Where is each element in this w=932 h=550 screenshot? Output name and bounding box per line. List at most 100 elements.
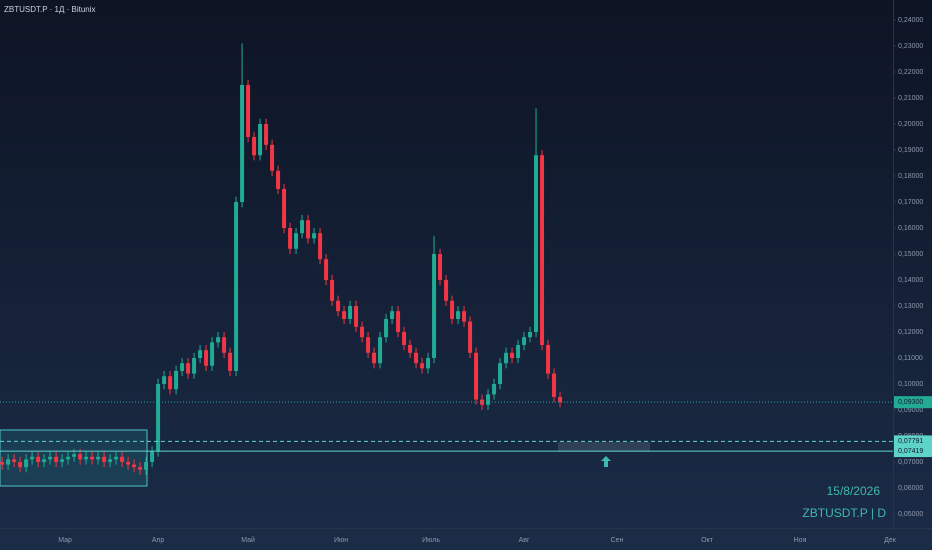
- candle-body: [180, 363, 185, 371]
- price-label: 0,09300: [898, 399, 923, 406]
- x-tick-label: Июн: [334, 537, 348, 544]
- candle-body: [408, 344, 413, 353]
- candle-body: [528, 331, 533, 338]
- candle-body: [402, 331, 407, 345]
- candle-body: [390, 311, 395, 319]
- candle-body: [378, 337, 383, 364]
- y-tick-label: 0,21000: [898, 95, 923, 102]
- candle-body: [138, 467, 143, 470]
- candle-body: [270, 144, 275, 171]
- candle-body: [420, 363, 425, 369]
- candle-body: [444, 279, 449, 301]
- candle-body: [498, 363, 503, 384]
- candle-body: [456, 311, 461, 319]
- y-tick-label: 0,17000: [898, 199, 923, 206]
- candle-body: [384, 318, 389, 338]
- candle-body: [522, 337, 527, 345]
- candle-body: [234, 201, 239, 371]
- arrow-up: [601, 456, 611, 467]
- x-tick-label: Апр: [152, 537, 164, 544]
- candle-body: [432, 253, 437, 358]
- candle-body: [396, 311, 401, 332]
- candle-body: [102, 456, 107, 462]
- y-tick-label: 0,20000: [898, 121, 923, 128]
- date-annotation: 15/8/2026: [827, 484, 881, 498]
- candle-body: [324, 259, 329, 280]
- candle-body: [534, 155, 539, 332]
- candle-body: [426, 357, 431, 369]
- candle-body: [186, 363, 191, 374]
- candle-body: [246, 85, 251, 138]
- candle-body: [288, 227, 293, 249]
- candle-body: [222, 337, 227, 353]
- candle-body: [108, 459, 113, 462]
- zone-box: [558, 442, 650, 452]
- candle-body: [360, 326, 365, 338]
- candle-body: [216, 337, 221, 343]
- candle-body: [510, 352, 515, 358]
- y-tick-label: 0,16000: [898, 225, 923, 232]
- x-tick-label: Окт: [701, 537, 714, 544]
- candle-body: [210, 342, 215, 366]
- candle-body: [372, 352, 377, 364]
- y-tick-label: 0,12000: [898, 329, 923, 336]
- candle-body: [12, 459, 17, 462]
- y-tick-label: 0,10000: [898, 381, 923, 388]
- price-label-box: [894, 435, 932, 448]
- x-tick-label: Ноя: [794, 537, 807, 544]
- y-tick-label: 0,18000: [898, 173, 923, 180]
- candle-body: [168, 376, 173, 390]
- candle-body: [348, 305, 353, 319]
- candle-body: [282, 188, 287, 228]
- candle-body: [354, 305, 359, 327]
- y-tick-label: 0,07000: [898, 459, 923, 466]
- y-tick-label: 0,11000: [898, 355, 923, 362]
- candle-body: [474, 352, 479, 400]
- candle-body: [342, 311, 347, 319]
- x-tick-label: Май: [241, 536, 255, 544]
- candle-body: [336, 300, 341, 312]
- candle-body: [300, 220, 305, 234]
- candle-body: [96, 456, 101, 460]
- candle-body: [204, 350, 209, 366]
- candle-body: [6, 459, 11, 465]
- candle-body: [366, 337, 371, 353]
- x-tick-label: Мар: [58, 537, 72, 544]
- x-tick-label: Июль: [422, 537, 440, 544]
- candle-body: [546, 344, 551, 374]
- candle-body: [240, 85, 245, 202]
- candle-body: [78, 454, 83, 460]
- y-tick-label: 0,06000: [898, 485, 923, 492]
- candle-body: [36, 456, 41, 462]
- candle-body: [54, 456, 59, 462]
- candle-body: [60, 459, 65, 462]
- candle-body: [306, 220, 311, 239]
- candle-body: [156, 383, 161, 452]
- candle-body: [30, 456, 35, 460]
- price-label: 0,07791: [898, 438, 923, 445]
- candle-body: [540, 155, 545, 345]
- price-label-box: [894, 445, 932, 458]
- candle-body: [552, 373, 557, 397]
- candle-body: [114, 456, 119, 460]
- x-tick-label: Дек: [884, 537, 897, 544]
- symbol-title: ZBTUSDT.P · 1Д · Bitunix: [4, 5, 96, 14]
- candle-body: [330, 279, 335, 301]
- candle-body: [126, 461, 131, 465]
- y-tick-label: 0,22000: [898, 69, 923, 76]
- candle-body: [450, 300, 455, 319]
- candle-body: [258, 124, 263, 156]
- candle-body: [162, 376, 167, 384]
- candle-body: [492, 383, 497, 395]
- y-tick-label: 0,24000: [898, 17, 923, 24]
- y-tick-label: 0,15000: [898, 251, 923, 258]
- candle-body: [192, 357, 197, 374]
- candle-body: [120, 456, 125, 462]
- y-tick-label: 0,19000: [898, 147, 923, 154]
- candle-body: [462, 311, 467, 322]
- y-tick-label: 0,23000: [898, 43, 923, 50]
- candle-body: [276, 170, 281, 189]
- y-tick-label: 0,09000: [898, 407, 923, 414]
- candle-body: [24, 459, 29, 468]
